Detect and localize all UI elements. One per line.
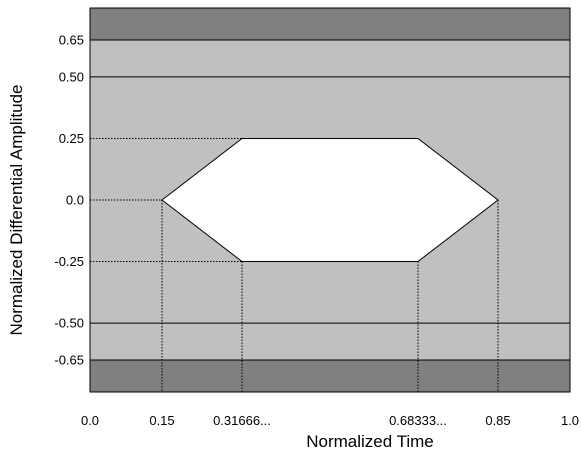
x-axis-title: Normalized Time [306, 432, 434, 451]
x-tick-labels: 0.0 0.15 0.31666... 0.68333... 0.85 1.0 [81, 413, 579, 428]
y-tick-label: 0.0 [66, 193, 84, 208]
y-axis-title: Normalized Differential Amplitude [7, 84, 26, 335]
forbidden-region-bottom [90, 360, 570, 392]
y-tick-label: -0.25 [54, 254, 84, 269]
forbidden-region-top [90, 8, 570, 40]
y-tick-labels: 0.65 0.50 0.25 0.0 -0.25 -0.50 -0.65 [54, 33, 84, 368]
x-tick-label: 0.68333... [389, 413, 447, 428]
y-tick-label: -0.65 [54, 353, 84, 368]
y-tick-label: 0.25 [59, 131, 84, 146]
dotted-guide-lines [90, 137, 499, 392]
plot-frame [89, 7, 571, 393]
x-tick-label: 0.31666... [213, 413, 271, 428]
x-tick-label: 0.15 [149, 413, 174, 428]
y-tick-label: 0.65 [59, 33, 84, 48]
y-tick-label: -0.50 [54, 316, 84, 331]
y-tick-label: 0.50 [59, 69, 84, 84]
amplitude-limit-lines [90, 39, 570, 361]
x-tick-label: 1.0 [561, 413, 579, 428]
x-tick-label: 0.0 [81, 413, 99, 428]
x-tick-label: 0.85 [485, 413, 510, 428]
